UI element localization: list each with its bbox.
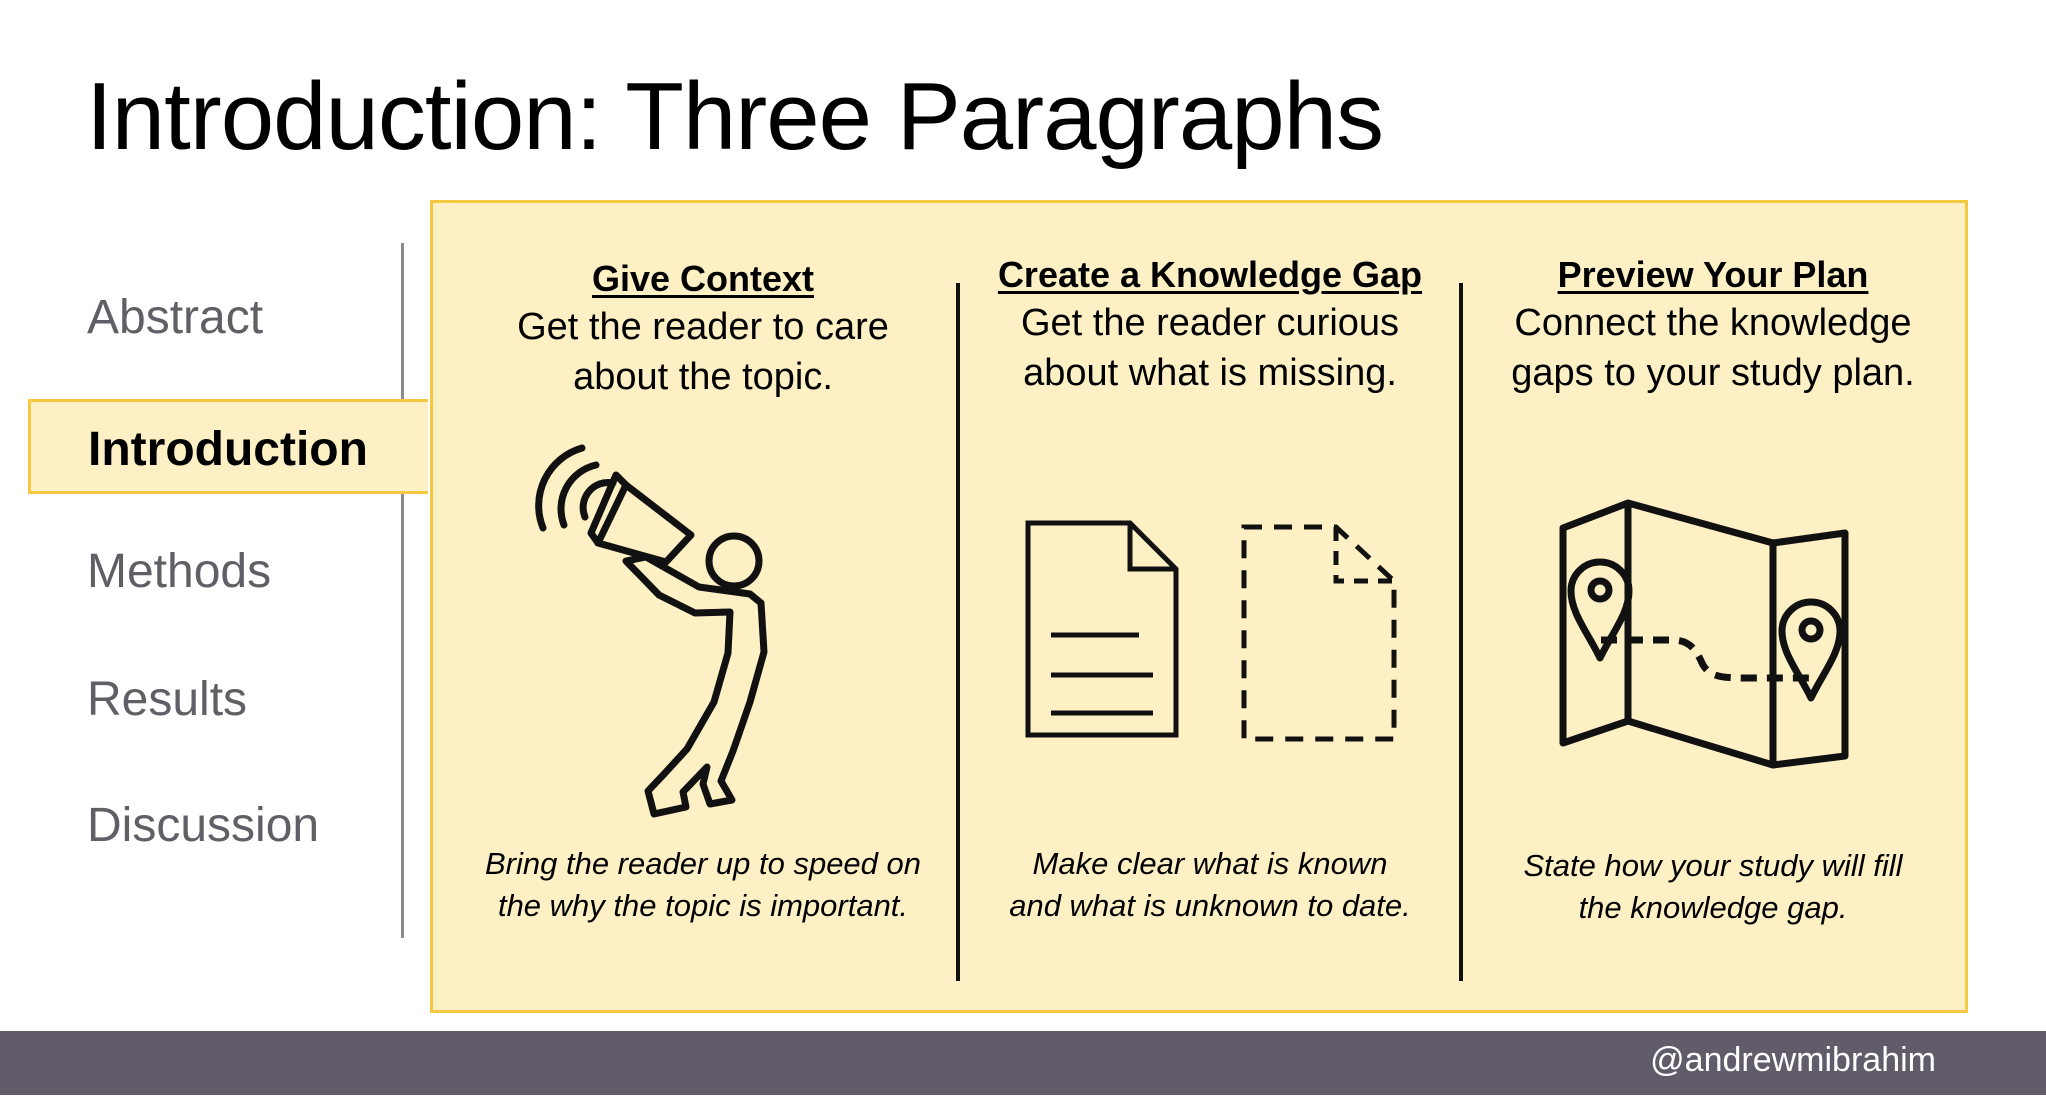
sidebar-item-discussion: Discussion bbox=[87, 799, 320, 852]
sidebar-item-results: Results bbox=[87, 673, 248, 726]
subtitle-line: about the topic. bbox=[573, 356, 833, 398]
column-heading: Give Context bbox=[591, 258, 815, 299]
column-subtitle: Get the reader curious about what is mis… bbox=[960, 298, 1460, 398]
column-divider bbox=[1459, 283, 1463, 981]
sidebar-item-introduction: Introduction bbox=[88, 423, 368, 476]
footer-bar: @andrewmibrahim bbox=[0, 1031, 2046, 1095]
column-heading: Preview Your Plan bbox=[1557, 254, 1869, 295]
column-subtitle: Get the reader to care about the topic. bbox=[453, 302, 953, 402]
column-note: Bring the reader up to speed on the why … bbox=[453, 843, 953, 927]
content-panel: Give Context Get the reader to care abou… bbox=[430, 200, 1968, 1013]
column-subtitle: Connect the knowledge gaps to your study… bbox=[1463, 298, 1963, 398]
author-handle: @andrewmibrahim bbox=[1650, 1041, 1936, 1079]
sidebar-item-abstract: Abstract bbox=[87, 291, 264, 344]
subtitle-line: gaps to your study plan. bbox=[1511, 352, 1915, 394]
subtitle-line: Get the reader to care bbox=[517, 306, 889, 348]
megaphone-person-icon bbox=[535, 444, 768, 818]
column-note: Make clear what is known and what is unk… bbox=[960, 843, 1460, 927]
column-note: State how your study will fill the knowl… bbox=[1463, 845, 1963, 929]
sidebar-divider bbox=[401, 243, 404, 938]
note-line: the why the topic is important. bbox=[497, 888, 909, 923]
map-route-icon bbox=[1559, 499, 1849, 769]
column-give-context: Give Context Get the reader to care abou… bbox=[453, 258, 953, 402]
column-divider bbox=[956, 283, 960, 981]
note-line: State how your study will fill bbox=[1523, 848, 1903, 883]
column-knowledge-gap: Create a Knowledge Gap Get the reader cu… bbox=[960, 254, 1460, 398]
subtitle-line: about what is missing. bbox=[1023, 352, 1397, 394]
note-line: the knowledge gap. bbox=[1578, 890, 1848, 925]
document-and-missing-document-icon bbox=[1025, 520, 1397, 742]
sidebar-item-methods: Methods bbox=[87, 545, 272, 598]
subtitle-line: Get the reader curious bbox=[1020, 302, 1400, 344]
note-line: and what is unknown to date. bbox=[1009, 888, 1411, 923]
slide-title: Introduction: Three Paragraphs bbox=[86, 63, 1384, 170]
note-line: Make clear what is known bbox=[1032, 846, 1388, 881]
note-line: Bring the reader up to speed on bbox=[484, 846, 922, 881]
column-preview-plan: Preview Your Plan Connect the knowledge … bbox=[1463, 254, 1963, 398]
sidebar-item-introduction-highlight: Introduction bbox=[28, 399, 428, 494]
subtitle-line: Connect the knowledge bbox=[1514, 302, 1912, 344]
column-heading: Create a Knowledge Gap bbox=[997, 254, 1423, 295]
